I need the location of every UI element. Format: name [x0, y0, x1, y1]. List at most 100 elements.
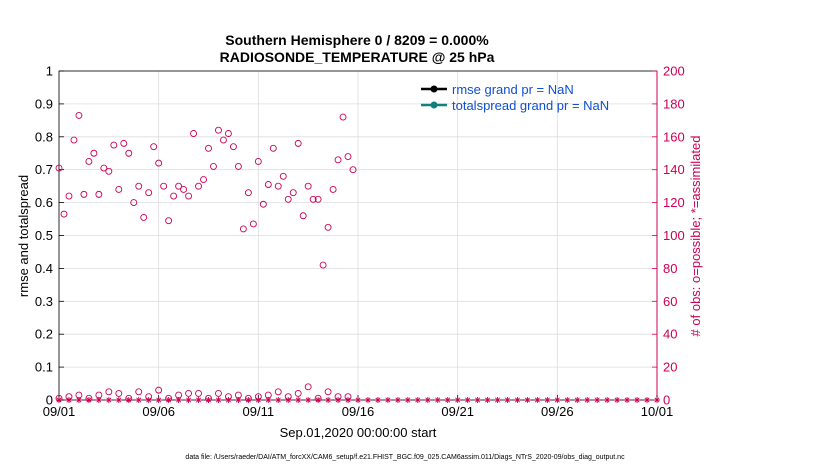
obs-assimilated-marker — [454, 397, 461, 403]
obs-assimilated-marker — [524, 397, 531, 403]
right-y-tick-label: 160 — [663, 129, 685, 144]
left-y-tick-label: 0.9 — [35, 96, 53, 111]
obs-possible-marker — [65, 192, 73, 200]
obs-assimilated-marker — [135, 397, 142, 403]
right-y-axis: 0 20 40 60 80 100 120 140 160 180 200 — [652, 64, 685, 408]
grid — [58, 70, 658, 401]
left-y-tick-label: 0.3 — [35, 294, 53, 309]
obs-possible-marker — [219, 136, 227, 144]
data-file-footnote: data file: /Users/raeder/DAI/ATM_forcXX/… — [185, 454, 625, 461]
obs-possible-marker — [324, 388, 332, 396]
obs-possible-marker — [294, 389, 302, 397]
obs-possible-marker — [185, 192, 193, 200]
right-y-tick-label: 0 — [663, 393, 670, 408]
chart-subtitle: RADIOSONDE_TEMPERATURE @ 25 hPa — [220, 49, 495, 65]
obs-assimilated-marker — [364, 397, 371, 403]
obs-assimilated-marker — [634, 397, 641, 403]
obs-possible-marker — [135, 388, 143, 396]
left-y-tick-label: 0.2 — [35, 327, 53, 342]
x-tick-label: 09/11 — [243, 404, 275, 419]
obs-possible-marker — [224, 130, 232, 137]
obs-possible-marker — [70, 136, 78, 144]
left-y-axis: 0 0.1 0.2 0.3 0.4 0.5 0.6 0.7 0.8 0.9 1 — [35, 64, 64, 408]
left-y-tick-label: 0.7 — [35, 162, 53, 177]
obs-possible-marker — [105, 388, 113, 396]
left-y-tick-label: 0.4 — [35, 261, 53, 276]
obs-possible-marker — [289, 189, 297, 197]
obs-possible-marker — [100, 164, 108, 172]
obs-assimilated-marker — [235, 397, 242, 403]
obs-possible-marker — [195, 389, 202, 397]
obs-assimilated-marker — [584, 397, 591, 403]
obs-assimilated-marker — [305, 397, 312, 403]
obs-assimilated-marker — [225, 397, 232, 403]
right-y-tick-label: 200 — [663, 64, 685, 79]
obs-possible-marker — [344, 153, 352, 160]
obs-possible-marker — [215, 389, 222, 397]
obs-possible-marker — [165, 217, 173, 225]
right-y-tick-label: 40 — [663, 327, 677, 342]
legend-rmse-label: rmse grand pr = NaN — [452, 82, 574, 97]
x-tick-label: 09/06 — [142, 404, 175, 419]
obs-possible-marker — [170, 192, 178, 200]
obs-assimilated-marker — [205, 397, 212, 403]
obs-possible-marker — [175, 182, 183, 190]
obs-possible-marker — [309, 195, 317, 203]
obs-assimilated-marker — [474, 397, 481, 403]
legend-totalspread-marker — [430, 101, 438, 109]
obs-assimilated-marker — [644, 397, 651, 403]
obs-possible-marker — [190, 130, 198, 137]
obs-possible-marker — [130, 199, 138, 207]
obs-possible-marker — [229, 143, 237, 151]
legend-totalspread-label: totalspread grand pr = NaN — [452, 98, 609, 113]
obs-assimilated-marker — [574, 397, 581, 403]
obs-assimilated-marker — [534, 397, 541, 403]
obs-assimilated-marker — [75, 397, 82, 403]
obs-assimilated-marker — [105, 397, 112, 403]
right-y-tick-label: 20 — [663, 360, 677, 375]
right-y-tick-label: 120 — [663, 195, 685, 210]
x-tick-label: 10/01 — [641, 404, 674, 419]
obs-possible-marker — [115, 185, 123, 193]
obs-assimilated-marker — [255, 397, 262, 403]
obs-assimilated-marker — [165, 397, 172, 403]
obs-assimilated-marker — [155, 397, 162, 403]
obs-assimilated-marker — [504, 397, 511, 403]
obs-assimilated-marker — [394, 397, 401, 403]
obs-possible-marker — [234, 162, 242, 170]
obs-possible-marker — [274, 182, 282, 190]
obs-possible-marker — [85, 158, 93, 165]
obs-assimilated-marker — [335, 397, 342, 403]
obs-possible-marker — [155, 386, 163, 394]
obs-possible-marker — [294, 139, 302, 147]
obs-possible-marker — [274, 388, 282, 396]
obs-assimilated-marker — [345, 397, 352, 403]
obs-possible-marker — [239, 225, 247, 233]
obs-markers — [55, 111, 660, 403]
obs-possible-marker — [259, 200, 267, 208]
left-y-tick-label: 0 — [46, 393, 53, 408]
obs-assimilated-marker — [374, 397, 381, 403]
obs-assimilated-marker — [175, 397, 182, 403]
obs-possible-marker — [200, 176, 207, 184]
obs-assimilated-marker — [514, 397, 521, 403]
obs-possible-marker — [195, 182, 202, 190]
obs-assimilated-marker — [554, 397, 561, 403]
obs-possible-marker — [145, 189, 153, 197]
obs-possible-marker — [284, 195, 292, 203]
obs-assimilated-marker — [444, 397, 451, 403]
obs-possible-marker — [299, 212, 307, 220]
left-y-tick-label: 0.5 — [35, 228, 53, 243]
obs-possible-marker — [304, 182, 312, 190]
obs-assimilated-marker — [56, 397, 62, 403]
obs-possible-marker — [185, 389, 193, 397]
obs-assimilated-marker — [285, 397, 292, 403]
x-tick-label: 09/16 — [342, 404, 375, 419]
chart-title: Southern Hemisphere 0 / 8209 = 0.000% — [225, 32, 489, 48]
obs-assimilated-marker — [414, 397, 421, 403]
obs-assimilated-marker — [654, 397, 660, 403]
obs-possible-marker — [80, 190, 88, 198]
obs-possible-marker — [60, 210, 68, 218]
obs-possible-marker — [254, 158, 262, 165]
obs-possible-marker — [120, 139, 128, 147]
